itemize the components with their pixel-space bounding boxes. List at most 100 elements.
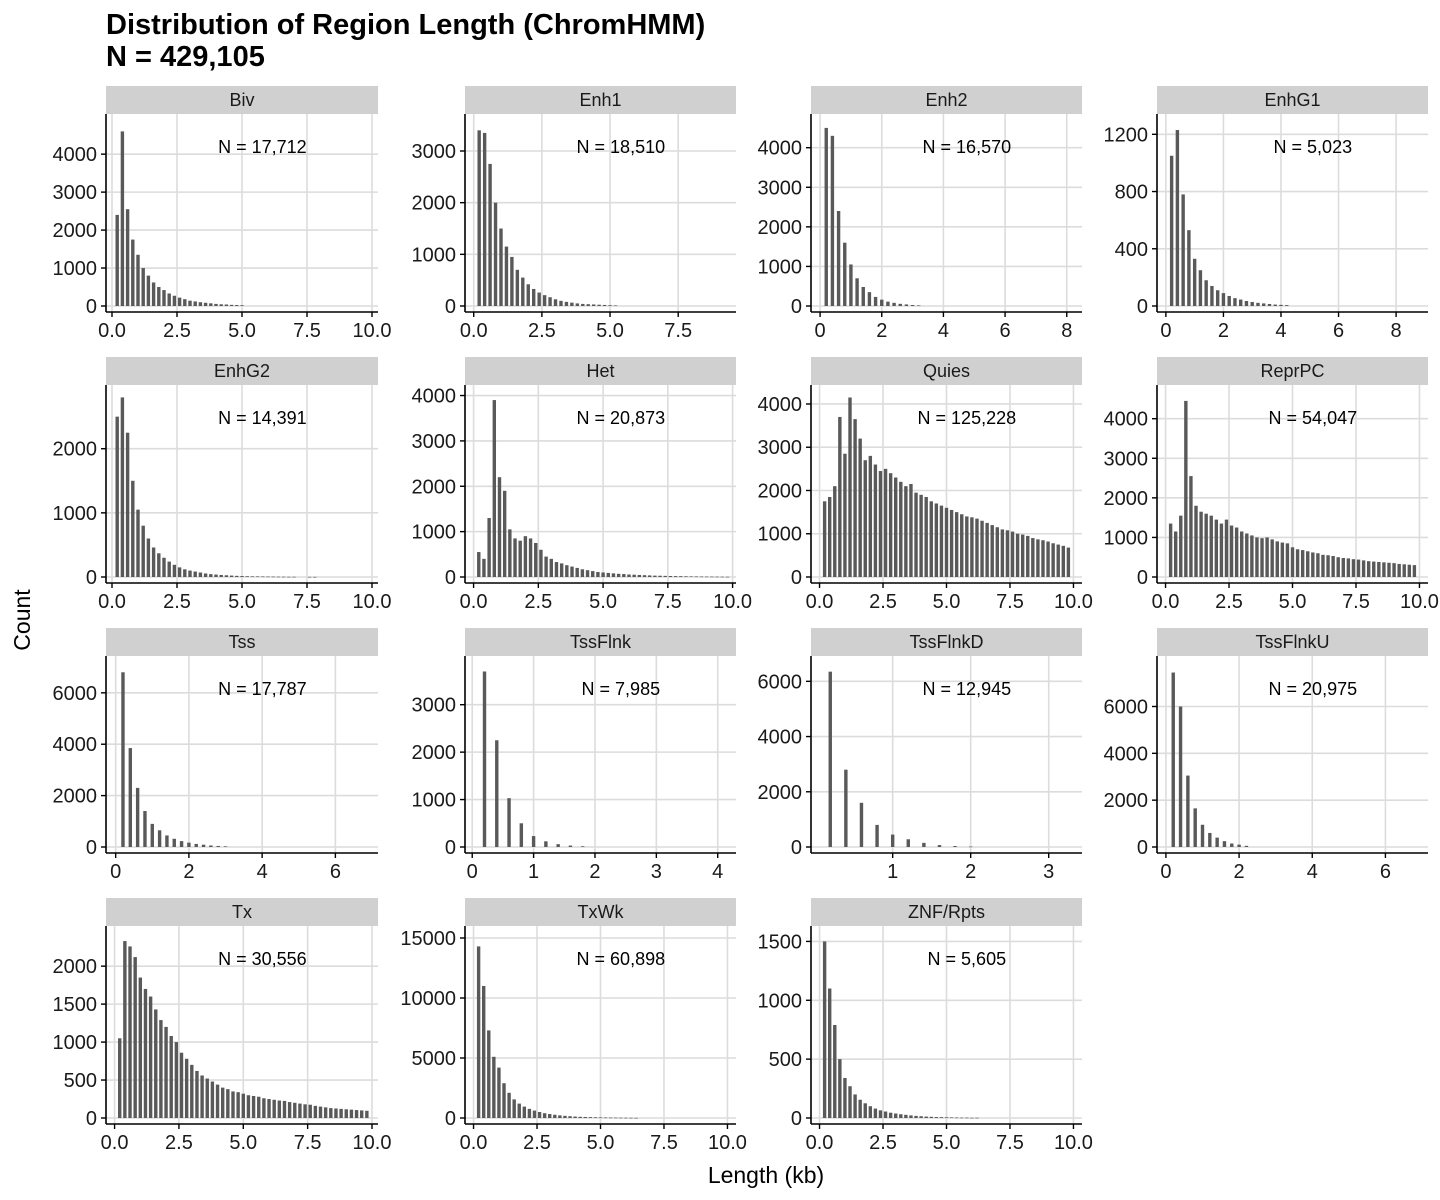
histogram-bar bbox=[229, 575, 234, 577]
histogram-bar bbox=[960, 514, 964, 577]
y-tick-label: 2000 bbox=[412, 742, 457, 764]
histogram-bar bbox=[637, 574, 642, 577]
y-tick-label: 0 bbox=[445, 837, 456, 859]
histogram-bar bbox=[1311, 552, 1315, 577]
x-tick-label: 0 bbox=[1160, 320, 1171, 342]
histogram-bar bbox=[1010, 531, 1015, 577]
facet-strip bbox=[106, 357, 378, 385]
histogram-bar bbox=[1179, 515, 1183, 577]
histogram-bar bbox=[1189, 476, 1193, 577]
histogram-bar bbox=[307, 576, 312, 578]
histogram-bar bbox=[493, 202, 498, 306]
histogram-bar bbox=[508, 529, 512, 577]
histogram-bar bbox=[174, 1042, 179, 1118]
facet-count-annotation: N = 14,391 bbox=[218, 408, 307, 428]
histogram-bar bbox=[1005, 530, 1010, 577]
x-tick-label: 2.5 bbox=[869, 591, 897, 613]
histogram-bar bbox=[917, 305, 921, 307]
histogram-bar bbox=[843, 453, 847, 577]
histogram-bar bbox=[177, 297, 182, 306]
x-tick-label: 2.5 bbox=[523, 1132, 551, 1154]
histogram-bar bbox=[521, 277, 525, 306]
y-tick-label: 2000 bbox=[53, 786, 98, 808]
histogram-bar bbox=[157, 553, 161, 577]
histogram-bar bbox=[172, 564, 177, 577]
histogram-bar bbox=[591, 571, 595, 577]
histogram-bar bbox=[1224, 519, 1229, 577]
y-tick-label: 0 bbox=[86, 567, 97, 589]
histogram-bar bbox=[904, 1114, 908, 1118]
histogram-bar bbox=[634, 1117, 638, 1119]
histogram-bar bbox=[537, 292, 541, 306]
facet-strip-label: ReprPC bbox=[1260, 361, 1324, 381]
histogram-bar bbox=[725, 576, 730, 578]
histogram-bar bbox=[188, 570, 192, 577]
histogram-bar bbox=[1214, 519, 1219, 577]
histogram-bar bbox=[136, 254, 140, 306]
x-tick-label: 0.0 bbox=[460, 591, 488, 613]
histogram-bar bbox=[528, 538, 533, 577]
histogram-bar bbox=[827, 496, 832, 577]
histogram-bar bbox=[128, 946, 132, 1118]
histogram-bar bbox=[858, 438, 862, 577]
histogram-bar bbox=[548, 1114, 552, 1118]
histogram-bar bbox=[1397, 563, 1401, 577]
histogram-bar bbox=[563, 1115, 567, 1118]
x-tick-label: 2 bbox=[183, 861, 194, 883]
histogram-bar bbox=[527, 1108, 532, 1118]
x-tick-label: 0 bbox=[815, 320, 826, 342]
histogram-bar bbox=[995, 527, 999, 577]
facet-strip-label: Tx bbox=[232, 902, 252, 922]
facet-count-annotation: N = 60,898 bbox=[577, 949, 666, 969]
x-tick-label: 5.0 bbox=[587, 1132, 615, 1154]
x-tick-label: 0 bbox=[1160, 861, 1171, 883]
histogram-bar bbox=[684, 576, 688, 577]
histogram-bar bbox=[504, 246, 509, 306]
x-tick-label: 6 bbox=[330, 861, 341, 883]
y-tick-label: 6000 bbox=[1104, 696, 1149, 718]
x-tick-label: 4 bbox=[257, 861, 268, 883]
y-tick-label: 1000 bbox=[758, 524, 803, 546]
histogram-bar bbox=[668, 576, 673, 577]
histogram-bar bbox=[970, 517, 974, 577]
histogram-bar bbox=[172, 295, 177, 306]
y-tick-label: 1000 bbox=[758, 990, 803, 1012]
histogram-bar bbox=[899, 1114, 903, 1118]
histogram-bar bbox=[125, 432, 130, 577]
histogram-bar bbox=[822, 501, 827, 577]
facet-strip bbox=[465, 628, 736, 656]
y-tick-label: 10000 bbox=[400, 988, 456, 1010]
histogram-bar bbox=[1285, 543, 1290, 577]
y-tick-label: 1000 bbox=[53, 503, 98, 525]
x-tick-label: 1 bbox=[528, 861, 539, 883]
y-tick-label: 0 bbox=[791, 1108, 802, 1130]
histogram-bar bbox=[924, 496, 928, 577]
facet-panel-tssflnkd: TssFlnkD 0 2000 4000 6000 1 2 3 N = 12,945 bbox=[758, 628, 1082, 883]
histogram-bar bbox=[532, 288, 536, 306]
facet-strip-label: EnhG2 bbox=[214, 361, 270, 381]
histogram-bar bbox=[1240, 531, 1244, 577]
y-tick-label: 500 bbox=[769, 1049, 802, 1071]
histogram-bar bbox=[585, 570, 590, 577]
histogram-bar bbox=[838, 1059, 842, 1118]
y-tick-label: 0 bbox=[1137, 296, 1148, 318]
histogram-bar bbox=[219, 574, 223, 577]
histogram-bar bbox=[573, 1116, 577, 1118]
histogram-bar bbox=[349, 1109, 354, 1118]
facet-strip-label: Quies bbox=[923, 361, 970, 381]
histogram-bar bbox=[878, 1110, 883, 1118]
y-tick-label: 0 bbox=[1137, 567, 1148, 589]
x-tick-label: 7.5 bbox=[293, 591, 321, 613]
facet-strip bbox=[106, 86, 378, 114]
histogram-bar bbox=[1221, 293, 1226, 306]
histogram-bar bbox=[1244, 300, 1249, 306]
histogram-bar bbox=[515, 269, 520, 306]
histogram-bar bbox=[1316, 553, 1320, 577]
x-tick-label: 10.0 bbox=[353, 1132, 392, 1154]
histogram-bar bbox=[544, 556, 548, 577]
histogram-bar bbox=[1407, 564, 1412, 577]
histogram-bar bbox=[240, 305, 244, 306]
x-tick-label: 2.5 bbox=[163, 320, 191, 342]
histogram-bar bbox=[198, 572, 203, 577]
